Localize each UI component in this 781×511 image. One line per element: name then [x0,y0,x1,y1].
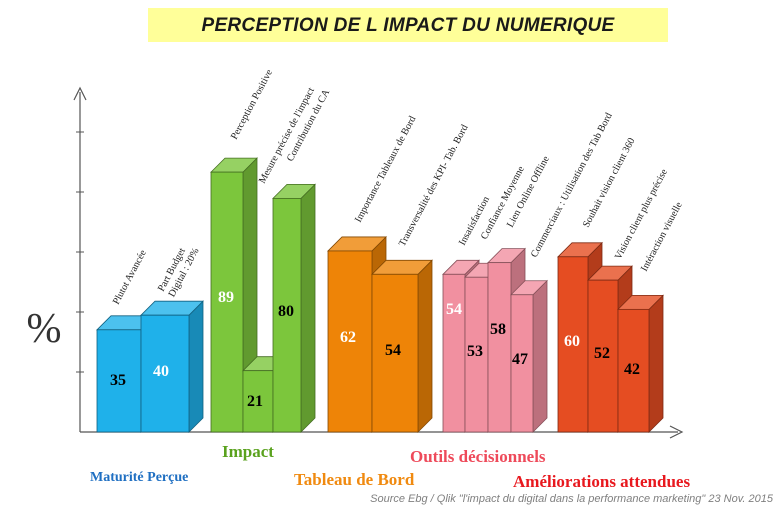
data-label: 35 [110,372,126,389]
data-label: 89 [218,289,234,306]
x-axis-arrow [669,425,684,439]
group-label-tableau-de-bord: Tableau de Bord [294,470,415,489]
group-label-outils-decisionnels: Outils décisionnels [410,447,546,466]
data-label: 54 [446,301,462,318]
bar-side [188,300,204,433]
data-label: 54 [385,342,401,359]
bar [587,279,619,433]
bar-category-label: Perception Positive [229,67,275,141]
bar-side [648,294,664,433]
bar [210,171,244,433]
data-label: 62 [340,329,356,346]
group-label-ameliorations: Améliorations attendues [513,472,691,491]
bar-category-label-line: Perception Positive [229,67,275,141]
bar-category-label: Part BudgetDigital : 20% [156,241,202,299]
bar-category-label: Plutot Avancée [111,248,149,307]
bar-side [532,279,548,433]
data-label: 40 [153,363,169,380]
chart-title: PERCEPTION DE L IMPACT DU NUMERIQUE [201,15,615,36]
data-label: 53 [467,343,483,360]
bar [96,329,142,433]
data-label: 60 [564,333,580,350]
bar [242,370,274,433]
bar [557,256,589,433]
data-label: 80 [278,303,294,320]
data-label: 21 [247,393,263,410]
bar-category-label: Transversalité des KPI- Tab. Bord [397,123,471,248]
bar [140,314,190,433]
bar [272,197,302,433]
bar-side [300,183,316,433]
title-box: PERCEPTION DE L IMPACT DU NUMERIQUE [148,8,668,42]
y-axis-arrow [73,86,87,101]
source-note: Source Ebg / Qlik "l'impact du digital d… [370,493,773,505]
data-label: 42 [624,361,640,378]
bar [617,308,650,433]
group-label-maturite: Maturité Perçue [90,470,189,485]
y-axis-label: % [27,306,62,352]
data-label: 52 [594,345,610,362]
bar-category-label: Importance Tableaux de Bord [353,114,418,224]
bar-category-label-line: Transversalité des KPI- Tab. Bord [397,123,471,248]
bar-category-label-line: Plutot Avancée [111,248,149,307]
data-label: 58 [490,321,506,338]
bar [371,273,419,433]
group-label-impact: Impact [222,442,274,461]
bar-side [417,259,433,433]
data-label: 47 [512,351,528,368]
bar [442,273,466,433]
bar [487,262,512,433]
bar [510,294,534,433]
bar [327,250,373,433]
bar-category-label-line: Importance Tableaux de Bord [353,114,418,224]
